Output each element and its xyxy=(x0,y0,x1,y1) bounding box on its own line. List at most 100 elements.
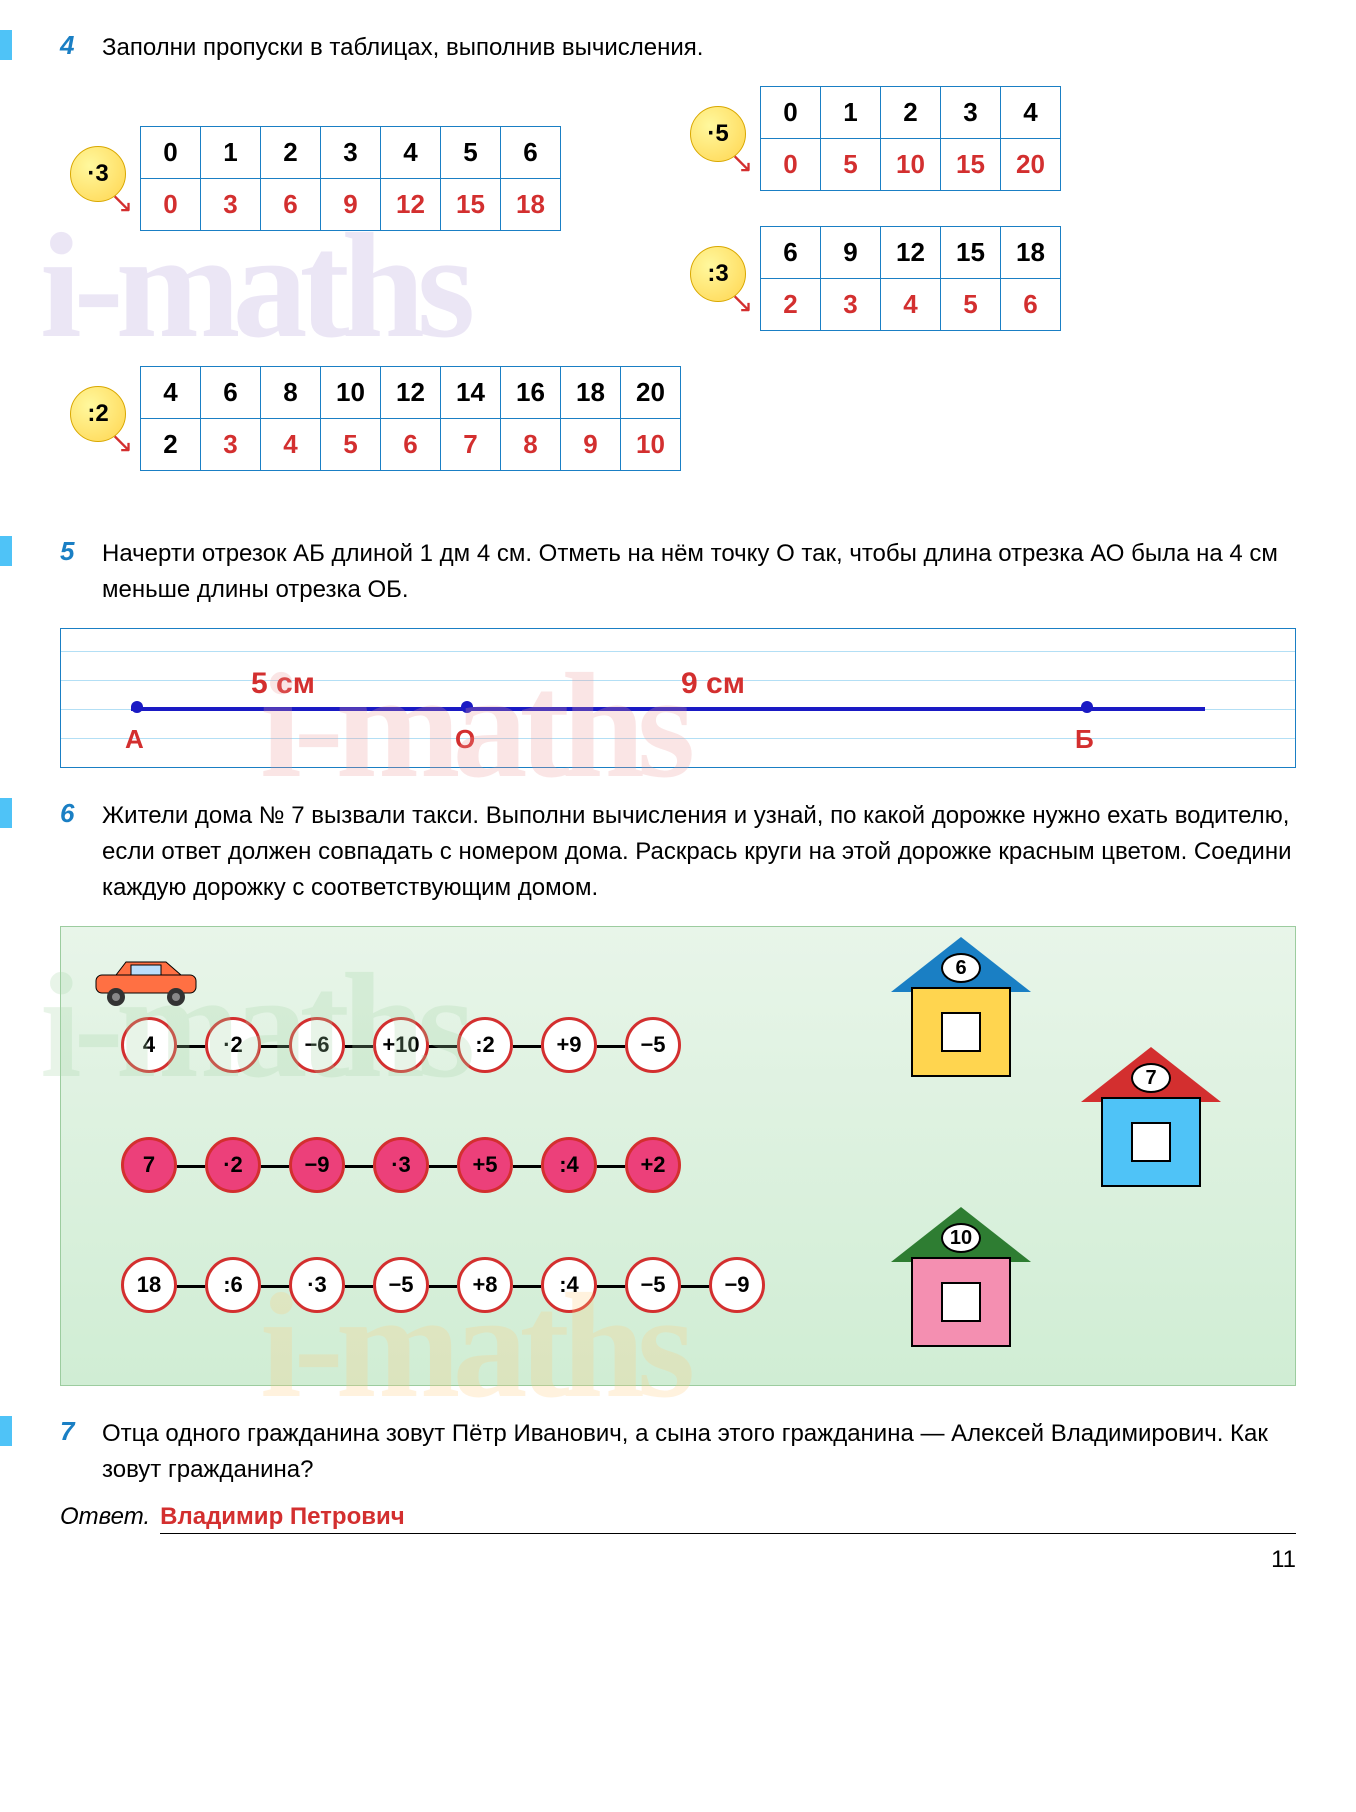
path-op: :2 xyxy=(457,1017,513,1073)
header-cell: 15 xyxy=(941,227,1001,279)
path-op: −5 xyxy=(625,1017,681,1073)
answer-cell: 3 xyxy=(201,179,261,231)
path-op: :4 xyxy=(541,1137,597,1193)
header-cell: 16 xyxy=(501,367,561,419)
path-connector xyxy=(513,1045,541,1048)
calc-table: 01234560369121518 xyxy=(140,126,561,231)
header-cell: 3 xyxy=(321,127,381,179)
header-cell: 1 xyxy=(821,87,881,139)
path-op: −9 xyxy=(709,1257,765,1313)
arrow-icon: ↘ xyxy=(110,186,133,219)
header-cell: 12 xyxy=(881,227,941,279)
path-connector xyxy=(429,1045,457,1048)
task-number: 6 xyxy=(60,798,90,829)
answer-cell: 6 xyxy=(381,419,441,471)
path-start: 4 xyxy=(121,1017,177,1073)
path-connector xyxy=(345,1165,373,1168)
house-number: 10 xyxy=(941,1223,981,1253)
answer-cell: 9 xyxy=(321,179,381,231)
header-cell: 8 xyxy=(261,367,321,419)
segment-length: 5 см xyxy=(251,667,315,701)
task-number: 5 xyxy=(60,536,90,567)
tables-area: ·3↘01234560369121518·5↘0123405101520:3↘6… xyxy=(60,86,1296,506)
segment-label: А xyxy=(125,724,144,755)
task-header: 5 Начерти отрезок АБ длиной 1 дм 4 см. О… xyxy=(60,536,1296,608)
path-op: :6 xyxy=(205,1257,261,1313)
house: 7 xyxy=(1081,1047,1221,1187)
answer-cell: 6 xyxy=(261,179,321,231)
header-cell: 2 xyxy=(261,127,321,179)
task-header: 4 Заполни пропуски в таблицах, выполнив … xyxy=(60,30,1296,66)
answer-cell: 4 xyxy=(881,279,941,331)
path-connector xyxy=(261,1045,289,1048)
segment-area: АОБ5 см9 см xyxy=(60,628,1296,768)
header-cell: 2 xyxy=(881,87,941,139)
task-7: 7 Отца одного гражданина зовут Пётр Иван… xyxy=(60,1416,1296,1534)
segment-length: 9 см xyxy=(681,667,745,701)
answer-cell: 18 xyxy=(501,179,561,231)
path-op: −5 xyxy=(373,1257,429,1313)
path-op: −5 xyxy=(625,1257,681,1313)
answer-cell: 4 xyxy=(261,419,321,471)
path-op: :4 xyxy=(541,1257,597,1313)
path-connector xyxy=(177,1165,205,1168)
answer-cell: 15 xyxy=(941,139,1001,191)
answer-cell: 6 xyxy=(1001,279,1061,331)
house: 6 xyxy=(891,937,1031,1077)
task-text: Отца одного гражданина зовут Пётр Иванов… xyxy=(102,1416,1296,1488)
house-number: 6 xyxy=(941,953,981,983)
path-start: 18 xyxy=(121,1257,177,1313)
answer-cell: 8 xyxy=(501,419,561,471)
answer-cell: 9 xyxy=(561,419,621,471)
answer-cell: 5 xyxy=(821,139,881,191)
header-cell: 18 xyxy=(1001,227,1061,279)
path-connector xyxy=(177,1285,205,1288)
path-connector xyxy=(345,1045,373,1048)
header-cell: 4 xyxy=(1001,87,1061,139)
path-connector xyxy=(597,1045,625,1048)
calc-table: 6912151823456 xyxy=(760,226,1061,331)
answer-cell: 20 xyxy=(1001,139,1061,191)
path-op: +2 xyxy=(625,1137,681,1193)
task-header: 7 Отца одного гражданина зовут Пётр Иван… xyxy=(60,1416,1296,1488)
header-cell: 1 xyxy=(201,127,261,179)
task-text: Жители дома № 7 вызвали такси. Выполни в… xyxy=(102,798,1296,906)
answer-cell: 7 xyxy=(441,419,501,471)
path-op: +9 xyxy=(541,1017,597,1073)
path-connector xyxy=(261,1285,289,1288)
path-op: −6 xyxy=(289,1017,345,1073)
path-connector xyxy=(597,1285,625,1288)
arrow-icon: ↘ xyxy=(110,426,133,459)
task-text: Заполни пропуски в таблицах, выполнив вы… xyxy=(102,30,1296,66)
taxi-area: 4·2−6+10:2+9−57·2−9·3+5:4+218:6·3−5+8:4−… xyxy=(60,926,1296,1386)
header-cell: 12 xyxy=(381,367,441,419)
path-connector xyxy=(597,1165,625,1168)
house: 10 xyxy=(891,1207,1031,1347)
header-cell: 6 xyxy=(761,227,821,279)
task-bar xyxy=(0,798,12,828)
path-op: ·2 xyxy=(205,1017,261,1073)
task-bar xyxy=(0,30,12,60)
header-cell: 14 xyxy=(441,367,501,419)
path-connector xyxy=(681,1285,709,1288)
house-window xyxy=(941,1012,981,1052)
house-window xyxy=(941,1282,981,1322)
task-number: 4 xyxy=(60,30,90,61)
path-op: ·3 xyxy=(289,1257,345,1313)
segment-label: Б xyxy=(1075,724,1094,755)
header-cell: 4 xyxy=(141,367,201,419)
segment-line xyxy=(131,707,1205,711)
path-connector xyxy=(513,1285,541,1288)
task-text: Начерти отрезок АБ длиной 1 дм 4 см. Отм… xyxy=(102,536,1296,608)
answer-cell: 2 xyxy=(141,419,201,471)
path-op: ·3 xyxy=(373,1137,429,1193)
answer-cell: 5 xyxy=(941,279,1001,331)
answer-cell: 12 xyxy=(381,179,441,231)
task-5: 5 Начерти отрезок АБ длиной 1 дм 4 см. О… xyxy=(60,536,1296,768)
car-icon xyxy=(91,957,201,1007)
header-cell: 0 xyxy=(761,87,821,139)
header-cell: 5 xyxy=(441,127,501,179)
path-op: −9 xyxy=(289,1137,345,1193)
calc-table: 0123405101520 xyxy=(760,86,1061,191)
answer-cell: 2 xyxy=(761,279,821,331)
